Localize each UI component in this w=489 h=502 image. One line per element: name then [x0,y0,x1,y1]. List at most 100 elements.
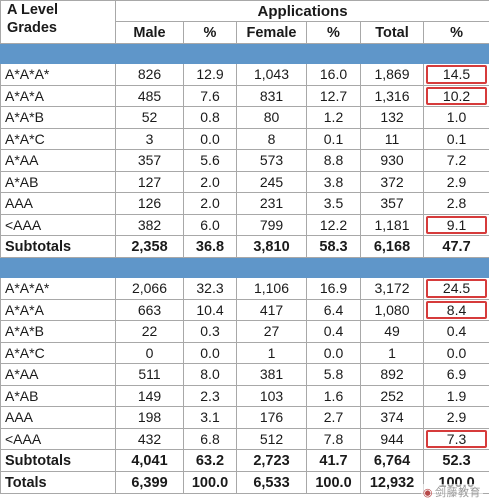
grade-cell: A*AA [0,149,116,172]
percent-cell: 58.3 [306,235,361,258]
count-cell: 511 [115,363,184,386]
column-header: % [306,21,361,44]
count-cell: 3,172 [360,277,424,300]
table-row: AAA 198 3.1 176 2.7 374 2.9 [0,406,489,429]
column-header: Total [360,21,424,44]
percent-cell: 1.6 [306,384,361,407]
grade-cell: A*A*A* [0,63,116,86]
percent-cell: 10.4 [183,298,237,321]
grade-cell: AAA [0,192,116,215]
grade-cell: A*AB [0,170,116,193]
highlighted-value: 24.5 [442,280,471,297]
grade-cell: Subtotals [0,235,116,258]
count-cell: 381 [236,363,307,386]
count-cell: 417 [236,298,307,321]
count-cell: 4,041 [115,449,184,472]
count-cell: 573 [236,149,307,172]
percent-cell: 24.5 [422,277,489,300]
percent-cell: 12.2 [306,213,361,236]
percent-cell: 6.0 [183,213,237,236]
count-cell: 382 [115,213,184,236]
grade-cell: <AAA [0,427,116,450]
table-row: <AAA 432 6.8 512 7.8 944 7.3 [0,427,489,450]
table-row: <AAA 382 6.0 799 12.2 1,181 9.1 [0,213,489,236]
percent-cell: 0.0 [306,341,361,364]
percent-cell: 3.5 [306,192,361,215]
table-row: A*AB 149 2.3 103 1.6 252 1.9 [0,384,489,407]
percent-cell: 100.0 [306,471,361,494]
percent-cell: 0.1 [306,127,361,150]
grade-cell: Subtotals [0,449,116,472]
percent-cell: 14.5 [422,63,489,86]
percent-cell: 0.4 [422,320,489,343]
count-cell: 831 [236,84,307,107]
count-cell: 930 [360,149,424,172]
count-cell: 149 [115,384,184,407]
subtotals-row: Subtotals 2,358 36.8 3,810 58.3 6,168 47.7 [0,235,489,258]
percent-cell: 6.4 [306,298,361,321]
count-cell: 1,316 [360,84,424,107]
count-cell: 892 [360,363,424,386]
logo-icon: ◉ [422,487,433,499]
count-cell: 6,533 [236,471,307,494]
grade-cell: A*AB [0,384,116,407]
count-cell: 8 [236,127,307,150]
count-cell: 3,810 [236,235,307,258]
count-cell: 11 [360,127,424,150]
percent-cell: 16.0 [306,63,361,86]
percent-cell: 0.8 [183,106,237,129]
highlighted-value: 9.1 [446,216,467,233]
count-cell: 2,723 [236,449,307,472]
percent-cell: 8.0 [183,363,237,386]
percent-cell: 8.8 [306,149,361,172]
grade-cell: A*A*A [0,84,116,107]
percent-cell: 6.9 [422,363,489,386]
count-cell: 1,181 [360,213,424,236]
table-row: A*AA 511 8.0 381 5.8 892 6.9 [0,363,489,386]
percent-cell: 2.9 [422,406,489,429]
percent-cell: 12.9 [183,63,237,86]
table-row: A*A*A* 2,066 32.3 1,106 16.9 3,172 24.5 [0,277,489,300]
grade-cell: AAA [0,406,116,429]
section-band-1 [0,43,489,64]
count-cell: 1,043 [236,63,307,86]
count-cell: 12,932 [360,471,424,494]
percent-cell: 10.2 [422,84,489,107]
count-cell: 6,764 [360,449,424,472]
percent-cell: 9.1 [422,213,489,236]
count-cell: 127 [115,170,184,193]
highlighted-value: 8.4 [446,301,467,318]
highlighted-value: 7.3 [446,430,467,447]
count-cell: 372 [360,170,424,193]
percent-cell: 1.2 [306,106,361,129]
percent-cell: 63.2 [183,449,237,472]
grades-header-label: A Level Grades [7,2,59,36]
percent-cell: 12.7 [306,84,361,107]
percent-cell: 0.0 [422,341,489,364]
count-cell: 944 [360,427,424,450]
percent-cell: 36.8 [183,235,237,258]
percent-cell: 7.6 [183,84,237,107]
percent-cell: 1.0 [422,106,489,129]
grade-cell: A*AA [0,363,116,386]
table-row: A*A*C 3 0.0 8 0.1 11 0.1 [0,127,489,150]
grades-body: A*A*A* 826 12.9 1,043 16.0 1,869 14.5 A*A*A 485 7… [0,43,489,494]
percent-cell: 41.7 [306,449,361,472]
count-cell: 6,399 [115,471,184,494]
percent-cell: 47.7 [422,235,489,258]
percent-cell: 0.0 [183,341,237,364]
count-cell: 826 [115,63,184,86]
table-row: A*A*B 52 0.8 80 1.2 132 1.0 [0,106,489,129]
count-cell: 357 [360,192,424,215]
table-row: A*A*A 663 10.4 417 6.4 1,080 8.4 [0,298,489,321]
count-cell: 231 [236,192,307,215]
count-cell: 22 [115,320,184,343]
table-row: A*AB 127 2.0 245 3.8 372 2.9 [0,170,489,193]
grade-cell: A*A*A* [0,277,116,300]
percent-cell: 2.9 [422,170,489,193]
count-cell: 198 [115,406,184,429]
count-cell: 1 [236,341,307,364]
count-cell: 132 [360,106,424,129]
grades-header: A Level Grades [0,0,116,44]
percent-cell: 0.3 [183,320,237,343]
